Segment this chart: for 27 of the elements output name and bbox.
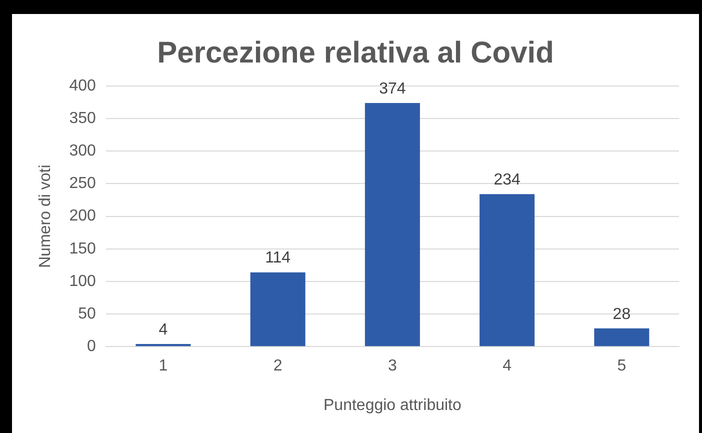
x-tick-label: 1 — [158, 358, 168, 375]
bar — [594, 328, 650, 346]
data-label: 374 — [379, 80, 406, 98]
bar — [364, 102, 420, 346]
y-tick-label: 0 — [86, 338, 96, 356]
y-axis-title: Numero di voti — [37, 164, 54, 268]
y-tick-label: 100 — [69, 272, 96, 290]
chart-title: Percezione relativa al Covid — [157, 36, 554, 70]
x-tick-label: 3 — [388, 358, 397, 375]
y-tick-label: 50 — [78, 305, 96, 322]
x-tick-label: 4 — [502, 358, 512, 375]
y-tick-label: 350 — [69, 110, 96, 127]
bar — [480, 194, 535, 346]
data-label: 4 — [158, 321, 168, 338]
y-tick-label: 250 — [69, 175, 96, 192]
data-label: 114 — [265, 250, 291, 267]
y-tick-label: 300 — [69, 142, 96, 160]
x-axis-title: Punteggio attribuito — [324, 396, 462, 414]
y-tick-label: 400 — [69, 77, 96, 94]
data-label: 28 — [612, 306, 631, 323]
bar — [136, 344, 191, 346]
y-tick-label: 150 — [69, 240, 96, 258]
x-tick-label: 5 — [617, 358, 626, 375]
bar — [250, 272, 306, 346]
data-label: 234 — [494, 172, 521, 189]
x-tick-label: 2 — [273, 358, 282, 375]
y-tick-label: 200 — [69, 208, 96, 225]
